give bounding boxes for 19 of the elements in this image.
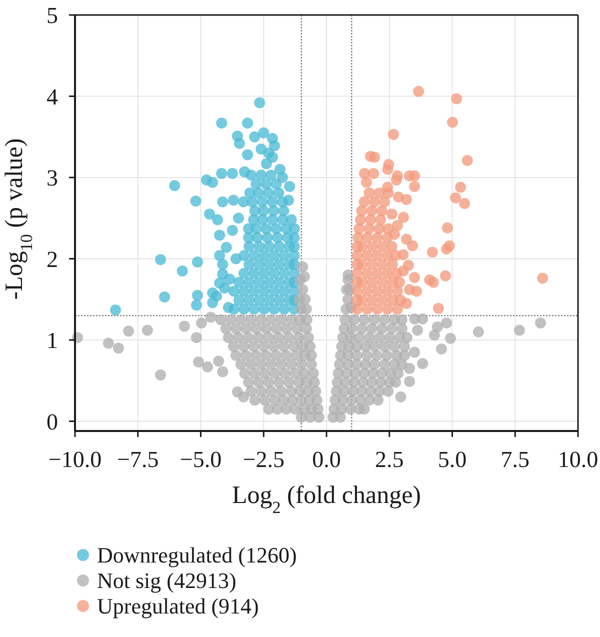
x-tick-label: 10.0 xyxy=(558,447,598,472)
y-tick-label: 4 xyxy=(46,84,58,110)
x-axis-title: Log$_{2}$ (fold change) xyxy=(232,482,421,516)
x-tick-label: −7.5 xyxy=(117,447,159,472)
y-tick-label: 2 xyxy=(46,246,58,272)
y-tick-label: 5 xyxy=(46,3,58,28)
y-tick-label: 0 xyxy=(46,409,58,434)
x-tick-label: 2.5 xyxy=(375,447,404,472)
legend-label: Downregulated (1260) xyxy=(97,542,297,568)
legend-label: Not sig (42913) xyxy=(97,568,236,594)
x-tick-label: −2.5 xyxy=(242,447,284,472)
y-tick-label: 3 xyxy=(46,166,58,191)
legend-label: Upregulated (914) xyxy=(97,594,259,619)
x-tick-label: 5.0 xyxy=(438,447,467,472)
y-tick-label: 1 xyxy=(46,328,58,354)
x-tick-label: 7.5 xyxy=(500,447,530,472)
x-tick-label: −10.0 xyxy=(48,447,102,472)
x-tick-label: 0.0 xyxy=(312,447,341,472)
x-tick-label: −5.0 xyxy=(180,447,222,472)
